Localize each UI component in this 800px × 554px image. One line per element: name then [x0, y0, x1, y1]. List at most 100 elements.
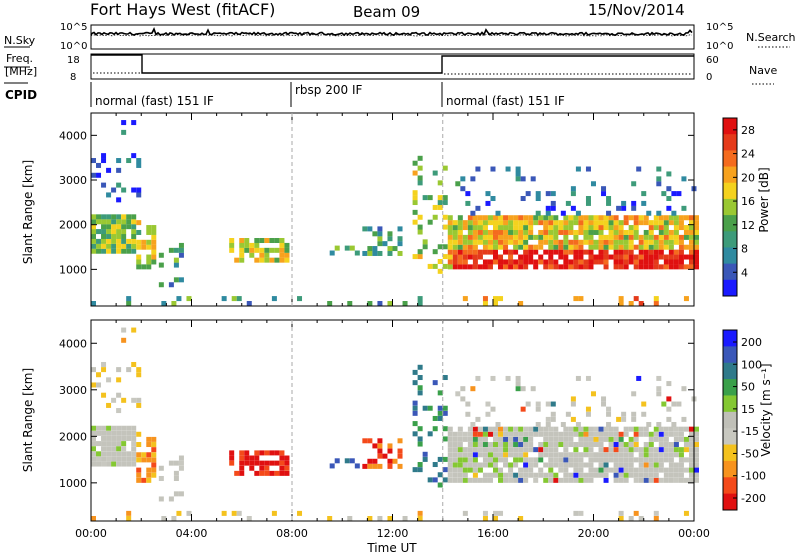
velocity-cell: [558, 452, 564, 458]
velocity-cell: [545, 401, 551, 407]
velocity-cell: [171, 516, 177, 521]
velocity-cell: [116, 377, 122, 383]
power-cell: [545, 205, 551, 211]
power-cell: [460, 176, 466, 182]
power-cell: [131, 219, 137, 225]
velocity-cell: [457, 436, 463, 442]
power-cell: [244, 247, 250, 253]
power-cell: [101, 238, 107, 244]
velocity-cell: [472, 457, 478, 463]
power-cell: [106, 167, 112, 173]
power-cell: [131, 153, 137, 159]
power-cell: [131, 120, 137, 126]
velocity-cell: [477, 462, 483, 468]
power-cell: [618, 229, 624, 235]
power-cell: [131, 224, 137, 230]
power-cell: [638, 215, 644, 221]
power-colorbar-segment: [723, 279, 737, 297]
power-cell: [472, 254, 478, 260]
velocity-cell: [618, 457, 624, 463]
power-cell: [131, 238, 137, 244]
velocity-cell: [593, 426, 599, 432]
velocity-cell: [588, 462, 594, 468]
power-cell: [417, 249, 423, 255]
power-cell: [136, 192, 142, 198]
velocity-cell: [472, 447, 478, 453]
power-cell: [485, 200, 491, 206]
power-cell: [412, 219, 418, 225]
power-cell: [688, 239, 694, 245]
power-cell: [136, 229, 142, 235]
velocity-cell: [482, 510, 488, 516]
velocity-cell: [498, 472, 504, 478]
power-cell: [470, 210, 476, 216]
power-cell: [603, 259, 609, 265]
power-cell: [126, 158, 132, 164]
velocity-cell: [530, 386, 536, 392]
power-cell: [136, 162, 142, 168]
power-cell: [121, 238, 127, 244]
velocity-cell: [457, 452, 463, 458]
nsearch-label: N.Search: [746, 31, 796, 44]
power-cell: [498, 215, 504, 221]
power-cell: [648, 239, 654, 245]
velocity-cell: [442, 405, 448, 411]
power-cell: [523, 239, 529, 245]
velocity-cell: [470, 422, 476, 428]
velocity-cell: [643, 431, 649, 437]
power-cell: [412, 170, 418, 176]
power-cell: [229, 242, 235, 248]
power-cell: [663, 225, 669, 231]
velocity-cell: [377, 516, 383, 521]
velocity-cell: [91, 367, 96, 373]
velocity-cell: [447, 426, 453, 432]
velocity-cell: [254, 470, 260, 476]
power-cell: [543, 264, 549, 270]
velocity-cell: [141, 452, 147, 458]
power-cell: [666, 196, 672, 202]
power-cell: [475, 166, 481, 172]
power-colorbar-tick-label: 20: [741, 171, 755, 184]
velocity-cell: [96, 456, 102, 462]
velocity-cell: [447, 442, 453, 448]
velocity-cell: [467, 452, 473, 458]
power-cell: [513, 220, 519, 226]
velocity-cell: [678, 467, 684, 473]
power-cell: [573, 215, 579, 221]
power-cell: [676, 191, 682, 197]
velocity-cell: [508, 442, 514, 448]
power-cell: [663, 259, 669, 265]
power-cell: [508, 225, 514, 231]
power-cell: [402, 301, 408, 306]
power-cell: [588, 239, 594, 245]
velocity-colorbar-segment: [723, 493, 737, 511]
power-cell: [146, 244, 152, 250]
velocity-cell: [641, 401, 647, 407]
power-panel-frame: [90, 112, 695, 307]
velocity-cell: [666, 406, 672, 412]
power-cell: [259, 257, 265, 263]
power-cell: [121, 187, 127, 193]
power-cell: [259, 252, 265, 258]
velocity-cell: [437, 456, 443, 462]
velocity-cell: [452, 462, 458, 468]
velocity-cell: [126, 451, 132, 457]
power-cell: [269, 247, 275, 253]
velocity-cell: [618, 431, 624, 437]
velocity-cell: [482, 462, 488, 468]
power-cell: [452, 220, 458, 226]
power-cell: [588, 259, 594, 265]
velocity-cell: [472, 431, 478, 437]
power-cell: [618, 301, 624, 306]
power-cell: [482, 249, 488, 255]
power-cell: [96, 238, 102, 244]
power-cell: [658, 254, 664, 260]
velocity-cell: [493, 447, 498, 453]
power-cell: [447, 249, 453, 255]
power-cell: [535, 196, 541, 202]
velocity-cell: [457, 431, 463, 437]
power-cell: [543, 229, 549, 235]
power-cell: [412, 254, 418, 260]
velocity-cell: [462, 467, 468, 473]
power-cell: [493, 234, 498, 240]
